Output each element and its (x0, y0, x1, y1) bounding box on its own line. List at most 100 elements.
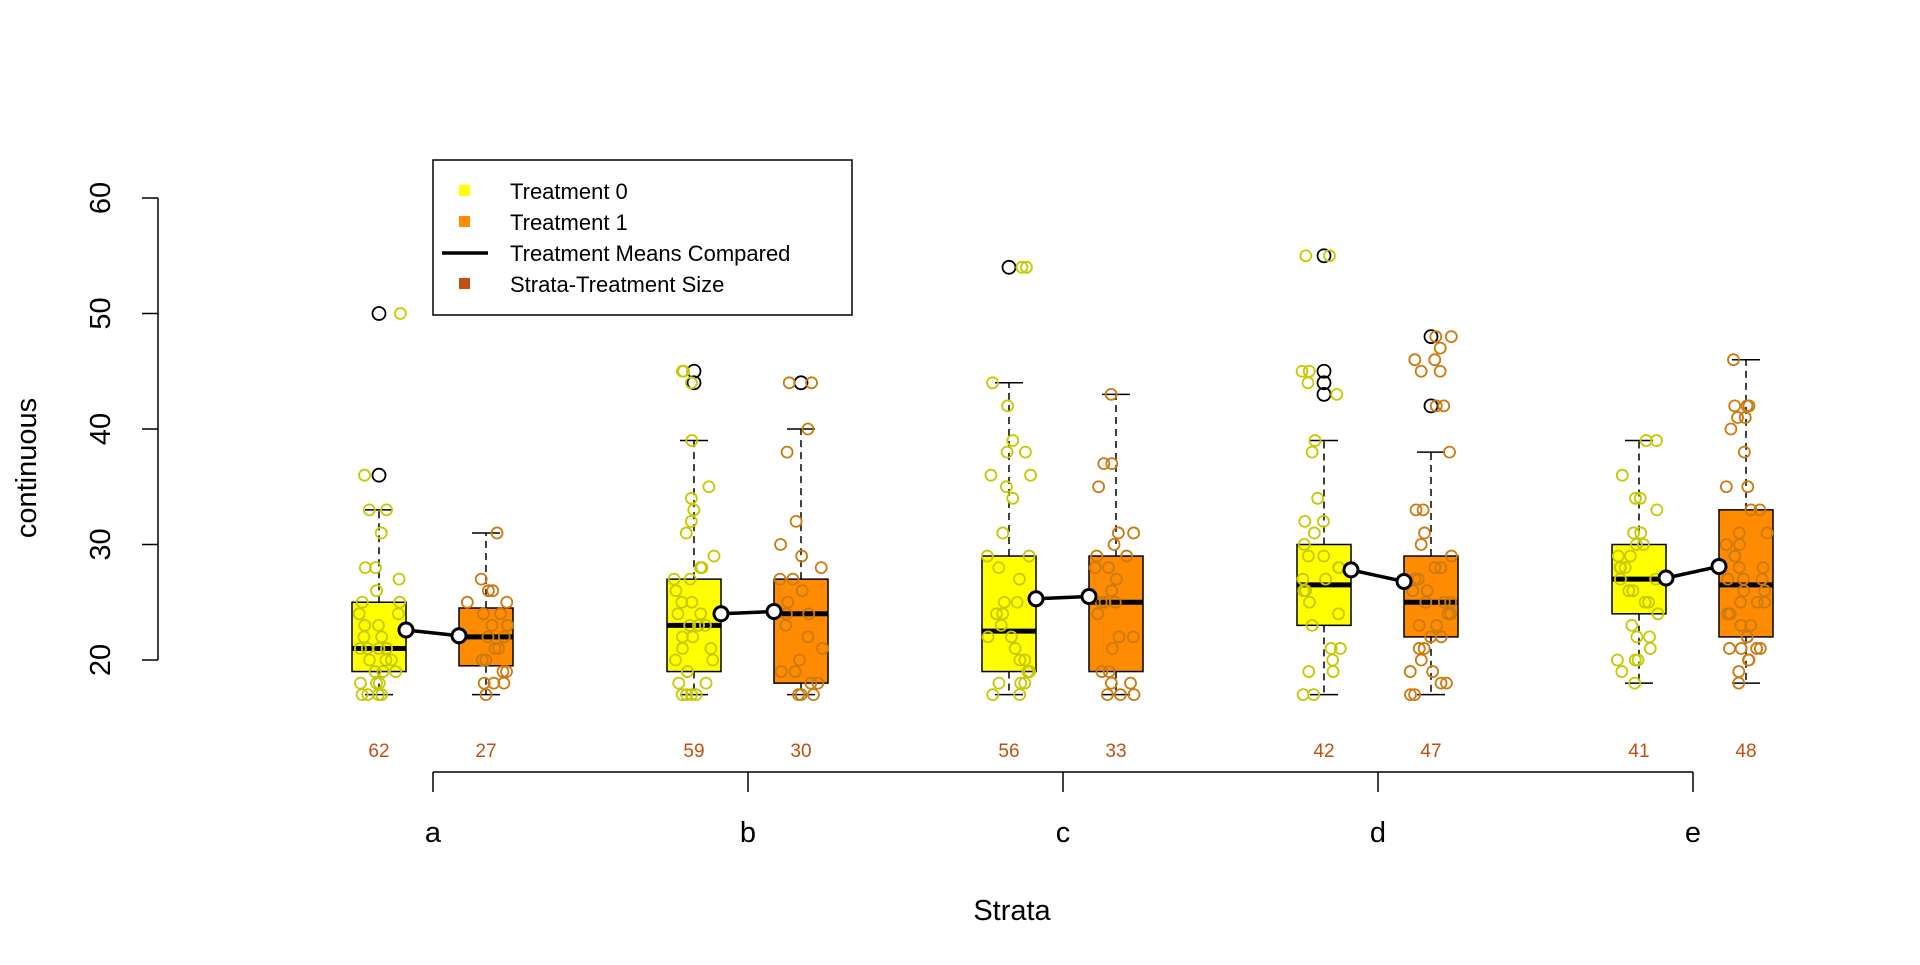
data-point (492, 642, 506, 655)
data-point (692, 618, 705, 632)
data-point (374, 526, 388, 540)
data-point (1301, 376, 1315, 390)
data-point (689, 688, 703, 702)
data-point (1299, 584, 1312, 598)
data-point (1630, 630, 1644, 644)
box-treatment-0-a (351, 601, 407, 673)
data-point (496, 665, 510, 678)
data-point (362, 503, 376, 517)
data-point (1642, 595, 1655, 609)
mean-point-treatment1 (450, 627, 468, 645)
data-point (1323, 249, 1336, 263)
data-point (500, 665, 513, 678)
data-point (1434, 561, 1448, 574)
data-point (1643, 642, 1657, 655)
data-point (485, 618, 499, 632)
data-point (1629, 491, 1642, 505)
data-point (1639, 434, 1653, 447)
data-point (1126, 630, 1140, 644)
data-point (1742, 399, 1756, 413)
mean-lines (397, 557, 1728, 645)
data-point (1013, 653, 1027, 667)
data-point (1010, 595, 1024, 609)
data-point (1295, 364, 1309, 378)
data-point (1724, 422, 1738, 436)
data-point (487, 676, 501, 690)
data-point (1744, 503, 1758, 517)
data-point (1319, 572, 1333, 586)
data-point (1420, 584, 1434, 598)
data-point (1618, 561, 1632, 574)
mean-compare-line-b (720, 609, 775, 616)
legend-swatch-size (459, 278, 470, 289)
data-point (1760, 526, 1774, 540)
data-point (1651, 607, 1665, 621)
data-point (1756, 561, 1770, 574)
y-tick-label: 50 (85, 297, 117, 329)
data-point (1610, 653, 1624, 667)
data-point (1333, 642, 1347, 655)
data-point (782, 376, 796, 390)
data-point (1104, 387, 1118, 401)
data-point (1437, 399, 1451, 413)
data-point (1332, 607, 1345, 621)
data-point (1411, 572, 1425, 586)
outlier-point (1316, 248, 1332, 264)
data-point (684, 376, 698, 390)
data-point (1008, 642, 1022, 655)
data-point (981, 630, 995, 644)
legend-swatch-treatment1 (459, 216, 470, 227)
data-point (370, 584, 383, 598)
data-point (1737, 572, 1750, 586)
size-label: 41 (1628, 741, 1649, 762)
data-point (384, 653, 398, 667)
data-point (1429, 330, 1443, 344)
data-point (680, 688, 693, 702)
data-point (707, 549, 721, 563)
data-point (793, 653, 806, 667)
data-point (474, 572, 488, 586)
size-label: 33 (1105, 741, 1126, 762)
data-point (1734, 595, 1748, 609)
data-point (671, 607, 685, 621)
data-point (1753, 503, 1767, 517)
data-point (1412, 642, 1426, 655)
data-point (475, 653, 489, 667)
data-point (393, 307, 407, 320)
data-point (1098, 595, 1112, 609)
data-point (389, 665, 403, 678)
data-point (1000, 445, 1014, 459)
data-point (814, 561, 828, 574)
outlier-point (371, 306, 387, 321)
data-point (1097, 457, 1111, 471)
data-point (683, 618, 697, 632)
data-point (1628, 676, 1642, 690)
box-treatment-1-b (773, 578, 829, 684)
data-point (1018, 653, 1032, 667)
data-point (1127, 688, 1141, 702)
data-point (1727, 353, 1740, 367)
data-point (477, 676, 491, 690)
data-point (1758, 584, 1772, 598)
data-point (1623, 549, 1637, 563)
data-point (681, 665, 694, 678)
data-point (679, 526, 693, 540)
data-point (676, 364, 689, 378)
legend-label-treatment1: Treatment 1 (510, 210, 628, 235)
data-point (1404, 688, 1417, 702)
data-point (1626, 584, 1640, 598)
data-point (1120, 549, 1134, 563)
data-point (1104, 676, 1118, 690)
data-point (354, 676, 367, 690)
data-point (669, 653, 682, 667)
data-point (392, 572, 406, 586)
data-point (372, 676, 386, 690)
outlier-point (1316, 375, 1332, 391)
data-point (1444, 595, 1458, 609)
data-point (685, 434, 699, 447)
data-point (986, 688, 1000, 702)
data-point (684, 491, 698, 505)
data-point (1094, 595, 1108, 609)
data-point (1297, 538, 1311, 551)
legend-box (432, 159, 853, 316)
